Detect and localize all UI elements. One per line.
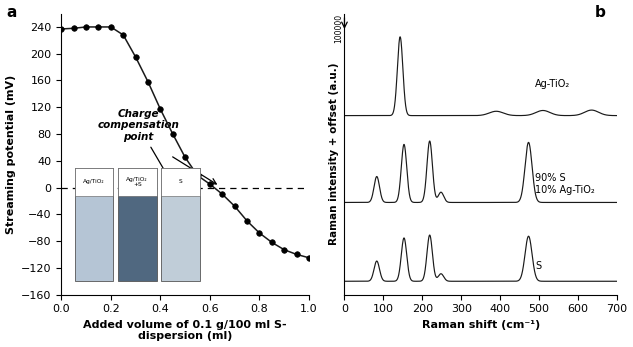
- X-axis label: Added volume of 0.1 g/100 ml S-
dispersion (ml): Added volume of 0.1 g/100 ml S- dispersi…: [84, 320, 287, 341]
- Y-axis label: Raman intensity + offset (a.u.): Raman intensity + offset (a.u.): [329, 63, 339, 245]
- Text: 100000: 100000: [334, 14, 343, 43]
- Text: a: a: [7, 5, 17, 20]
- Text: 90% S
10% Ag-TiO₂: 90% S 10% Ag-TiO₂: [535, 174, 595, 195]
- Text: b: b: [595, 5, 606, 20]
- Text: S: S: [535, 261, 541, 271]
- X-axis label: Raman shift (cm⁻¹): Raman shift (cm⁻¹): [422, 320, 540, 330]
- Text: Ag-TiO₂: Ag-TiO₂: [535, 79, 570, 90]
- Text: Charge
compensation
point: Charge compensation point: [97, 109, 179, 185]
- Y-axis label: Streaming potential (mV): Streaming potential (mV): [6, 75, 16, 234]
